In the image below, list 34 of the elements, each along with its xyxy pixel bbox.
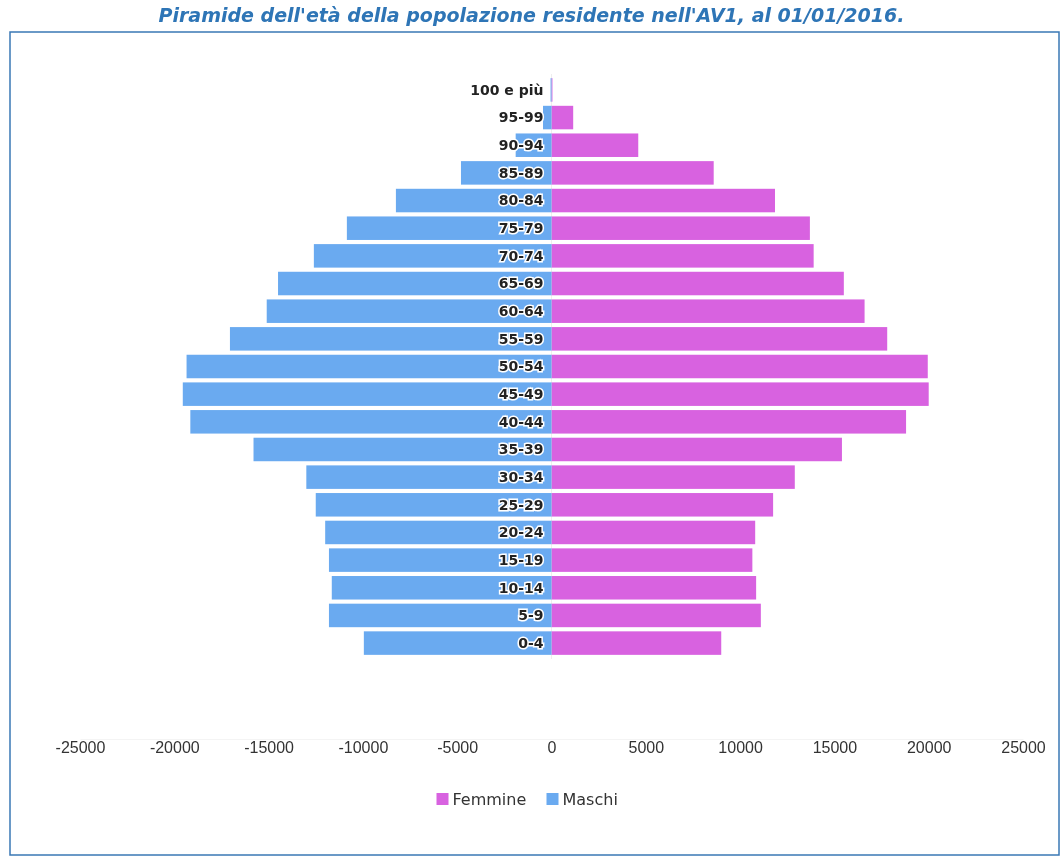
- y-tick-label: 50-54: [498, 358, 544, 375]
- x-tick-label: -15000: [244, 739, 295, 757]
- y-tick-label: 75-79: [498, 220, 544, 237]
- x-tick-label: -10000: [338, 739, 389, 757]
- y-tick-label: 80-84: [498, 192, 544, 209]
- y-tick-label: 95-99: [498, 109, 544, 126]
- x-tick-label: 0: [547, 739, 557, 757]
- legend-label: Maschi: [562, 789, 618, 809]
- x-tick-label: 10000: [718, 739, 763, 757]
- y-tick-label: 25-29: [498, 496, 544, 513]
- x-tick-label: 20000: [906, 739, 952, 757]
- y-tick-label: 70-74: [498, 247, 544, 264]
- y-tick-label: 0-4: [518, 635, 544, 651]
- y-tick-label: 35-39: [498, 441, 544, 458]
- y-tick-label: 20-24: [498, 524, 544, 541]
- x-tick-label: -25000: [55, 739, 106, 757]
- y-tick-label: 45-49: [498, 386, 544, 403]
- x-tick-label: -20000: [149, 739, 200, 757]
- x-tick-label: 25000: [1001, 739, 1046, 757]
- y-tick-label: 10-14: [498, 579, 544, 596]
- y-tick-label: 85-89: [498, 164, 544, 181]
- y-tick-label: 5-9: [518, 607, 544, 624]
- x-tick-label: 5000: [628, 739, 665, 757]
- y-tick-label: 65-69: [498, 275, 544, 292]
- y-tick-label: 60-64: [498, 303, 544, 320]
- x-tick-label: 15000: [812, 739, 858, 757]
- chart-title: Piramide dell'età della popolazione residente nell'AV1, al 01/01/2016.: [158, 4, 905, 26]
- y-tick-label: 100 e più: [470, 81, 544, 98]
- y-tick-label: 30-34: [498, 469, 544, 486]
- y-tick-label: 40-44: [498, 413, 544, 430]
- y-tick-label: 55-59: [498, 330, 544, 347]
- x-tick-label: -5000: [437, 739, 479, 757]
- y-tick-label: 15-19: [498, 552, 544, 569]
- legend-label: Femmine: [452, 789, 527, 809]
